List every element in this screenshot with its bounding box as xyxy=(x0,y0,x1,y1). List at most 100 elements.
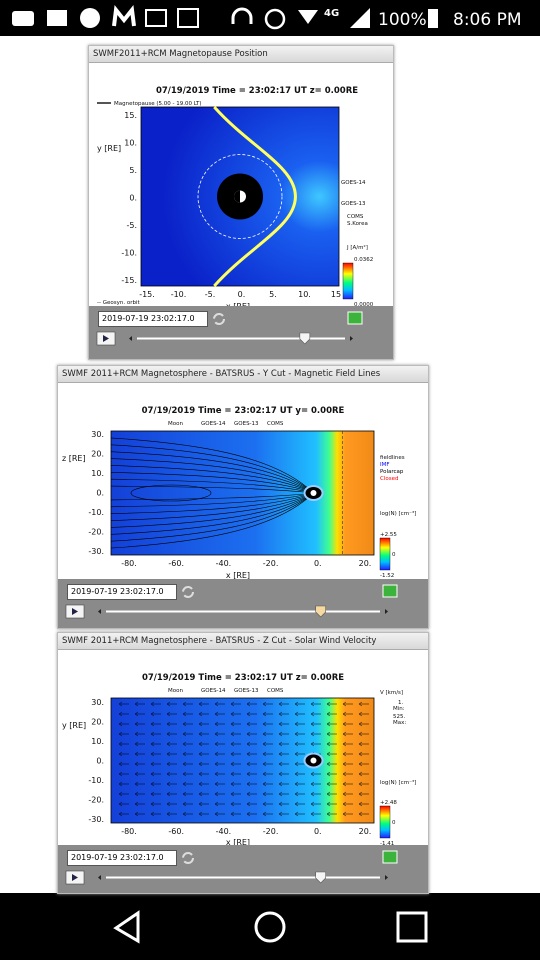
colorbar-min: -1.52 xyxy=(380,573,394,579)
velocity-arrow xyxy=(278,811,289,817)
velocity-arrow xyxy=(310,721,321,727)
export-button[interactable] xyxy=(382,850,398,864)
y-tick-label: 5. xyxy=(129,166,137,175)
velocity-arrow xyxy=(278,731,289,737)
velocity-arrow xyxy=(150,711,161,717)
side-label: Max: xyxy=(393,720,406,726)
refresh-button[interactable] xyxy=(213,313,225,325)
velocity-arrow xyxy=(342,721,353,727)
velocity-arrow xyxy=(294,801,305,807)
velocity-arrow xyxy=(134,701,145,707)
footnote: -- Geosyn. orbit xyxy=(97,300,140,306)
slider-thumb[interactable] xyxy=(299,332,311,345)
velocity-arrow xyxy=(182,731,193,737)
velocity-arrow xyxy=(310,741,321,747)
slider-thumb[interactable] xyxy=(315,605,326,618)
velocity-arrow xyxy=(278,751,289,757)
velocity-arrow xyxy=(246,741,257,747)
velocity-arrow xyxy=(134,751,145,757)
export-button[interactable] xyxy=(382,584,398,598)
y-axis-label: y [RE] xyxy=(62,721,86,730)
x-tick-label: 0. xyxy=(314,827,322,836)
velocity-arrow xyxy=(262,711,273,717)
velocity-arrow xyxy=(134,731,145,737)
date-select[interactable]: 2019-07-19 23:02:17.0 xyxy=(98,311,208,327)
control-icons xyxy=(96,311,363,346)
nav-recent[interactable] xyxy=(396,911,428,943)
velocity-arrow xyxy=(166,791,177,797)
plot: 07/19/2019 Time = 23:02:17 UT z= 0.00RE M… xyxy=(62,673,416,845)
velocity-arrow xyxy=(214,811,225,817)
velocity-arrow xyxy=(246,761,257,767)
x-tick-label: -15. xyxy=(139,290,155,299)
velocity-arrow xyxy=(326,711,337,717)
x-tick-label: -10. xyxy=(171,290,187,299)
earth xyxy=(310,490,317,496)
velocity-arrow xyxy=(342,781,353,787)
date-select[interactable]: 2019-07-19 23:02:17.0 xyxy=(67,850,177,866)
nav-home[interactable] xyxy=(254,911,286,943)
x-tick-label: 20. xyxy=(359,827,372,836)
velocity-arrow xyxy=(182,771,193,777)
velocity-arrow xyxy=(230,811,241,817)
velocity-arrow xyxy=(358,701,369,707)
icon-alarm xyxy=(264,8,286,30)
side-label: Closed xyxy=(380,476,398,482)
velocity-arrow xyxy=(214,711,225,717)
legend-item: GOES-13 xyxy=(234,688,259,694)
velocity-arrow xyxy=(150,801,161,807)
velocity-arrow xyxy=(214,741,225,747)
refresh-button[interactable] xyxy=(182,852,194,864)
side-label: Polarcap xyxy=(380,469,404,475)
velocity-arrow xyxy=(310,731,321,737)
colorbar-label: log(N) [cm⁻³] xyxy=(380,510,416,517)
velocity-arrow xyxy=(278,771,289,777)
battery-level: 100% xyxy=(378,10,427,30)
velocity-arrow xyxy=(118,791,129,797)
side-label: IMF xyxy=(380,462,390,468)
velocity-arrow xyxy=(294,811,305,817)
velocity-arrow xyxy=(230,741,241,747)
panel-title: SWMF2011+RCM Magnetopause Position xyxy=(89,46,393,63)
y-tick-label: 20. xyxy=(91,450,104,459)
velocity-arrow xyxy=(294,741,305,747)
y-tick-label: -10. xyxy=(88,776,104,785)
velocity-arrow xyxy=(358,711,369,717)
y-tick-label: 0. xyxy=(96,489,104,498)
velocity-arrow xyxy=(342,751,353,757)
velocity-arrow xyxy=(326,781,337,787)
velocity-arrow xyxy=(342,791,353,797)
velocity-arrow xyxy=(214,731,225,737)
velocity-arrow xyxy=(166,771,177,777)
slider-thumb[interactable] xyxy=(315,871,326,884)
icon-m xyxy=(112,5,136,27)
control-icons xyxy=(65,584,398,619)
velocity-arrow xyxy=(150,811,161,817)
y-tick-label: -30. xyxy=(88,815,104,824)
velocity-arrow xyxy=(262,761,273,767)
refresh-button[interactable] xyxy=(182,586,194,598)
icon-battery xyxy=(428,9,438,28)
velocity-arrow xyxy=(150,761,161,767)
velocity-arrow xyxy=(278,701,289,707)
velocity-arrow xyxy=(294,781,305,787)
icon-wifi xyxy=(298,10,318,24)
date-select[interactable]: 2019-07-19 23:02:17.0 xyxy=(67,584,177,600)
velocity-arrow xyxy=(214,701,225,707)
velocity-arrow xyxy=(230,771,241,777)
plot: 07/19/2019 Time = 23:02:17 UT z= 0.00RE M… xyxy=(97,86,374,306)
nav-back[interactable] xyxy=(113,910,140,944)
velocity-arrow xyxy=(246,751,257,757)
velocity-arrow xyxy=(294,721,305,727)
velocity-arrow xyxy=(118,711,129,717)
plot-image xyxy=(110,430,375,556)
velocity-arrow xyxy=(182,801,193,807)
velocity-arrow xyxy=(246,811,257,817)
velocity-arrow xyxy=(182,721,193,727)
velocity-arrow xyxy=(198,771,209,777)
velocity-arrow xyxy=(134,771,145,777)
legend-item: GOES-14 xyxy=(201,421,226,427)
legend-item: Magnetopause (5.00 - 19.00 LT) xyxy=(114,101,202,107)
velocity-arrow xyxy=(278,801,289,807)
export-button[interactable] xyxy=(347,311,363,325)
